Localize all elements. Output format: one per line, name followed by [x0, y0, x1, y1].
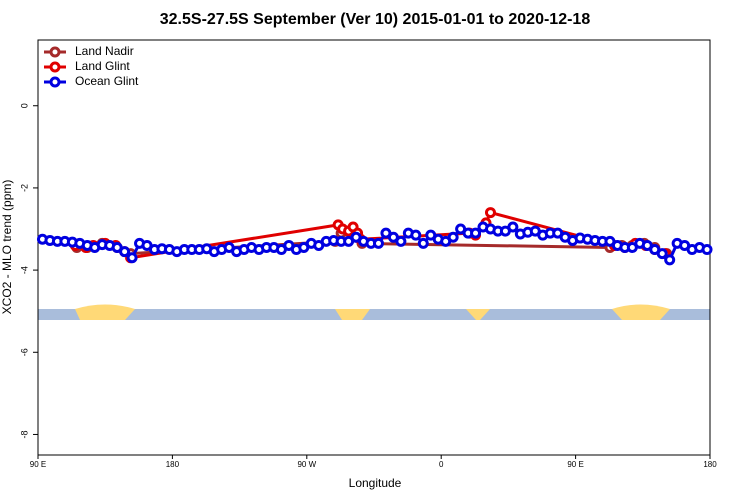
legend-marker	[49, 61, 61, 73]
x-tick-label: 90 W	[297, 460, 316, 469]
legend-label: Ocean Glint	[75, 74, 139, 88]
point	[701, 244, 713, 256]
x-tick-label: 0	[439, 460, 444, 469]
ocean-band	[38, 309, 710, 320]
land-shape	[75, 304, 135, 320]
x-tick-label: 180	[166, 460, 180, 469]
point	[119, 246, 131, 258]
legend-label: Land Nadir	[75, 44, 134, 58]
point	[664, 254, 676, 266]
point	[507, 221, 519, 233]
land-shape	[612, 304, 670, 320]
x-axis-label: Longitude	[349, 476, 402, 490]
y-tick-label: 0	[19, 103, 29, 108]
x-tick-label: 180	[703, 460, 717, 469]
x-tick-label: 90 E	[30, 460, 46, 469]
land-shape	[335, 309, 370, 320]
land-shape	[466, 309, 490, 320]
legend-label: Land Glint	[75, 59, 130, 73]
point	[417, 237, 429, 249]
y-tick-label: -2	[19, 184, 29, 192]
y-tick-label: -6	[19, 348, 29, 356]
y-axis-label: XCO2 - MLO trend (ppm)	[0, 180, 14, 315]
point	[372, 237, 384, 249]
point	[470, 227, 482, 239]
point	[410, 229, 422, 241]
y-tick-label: -4	[19, 266, 29, 274]
y-tick-label: -8	[19, 430, 29, 438]
x-tick-label: 90 E	[567, 460, 583, 469]
chart-title: 32.5S-27.5S September (Ver 10) 2015-01-0…	[160, 11, 591, 28]
point	[447, 231, 459, 243]
legend-marker	[49, 76, 61, 88]
point	[484, 207, 496, 219]
continent-strip	[38, 304, 710, 320]
legend-marker	[49, 46, 61, 58]
point	[395, 235, 407, 247]
point	[126, 252, 138, 264]
point	[656, 248, 668, 260]
